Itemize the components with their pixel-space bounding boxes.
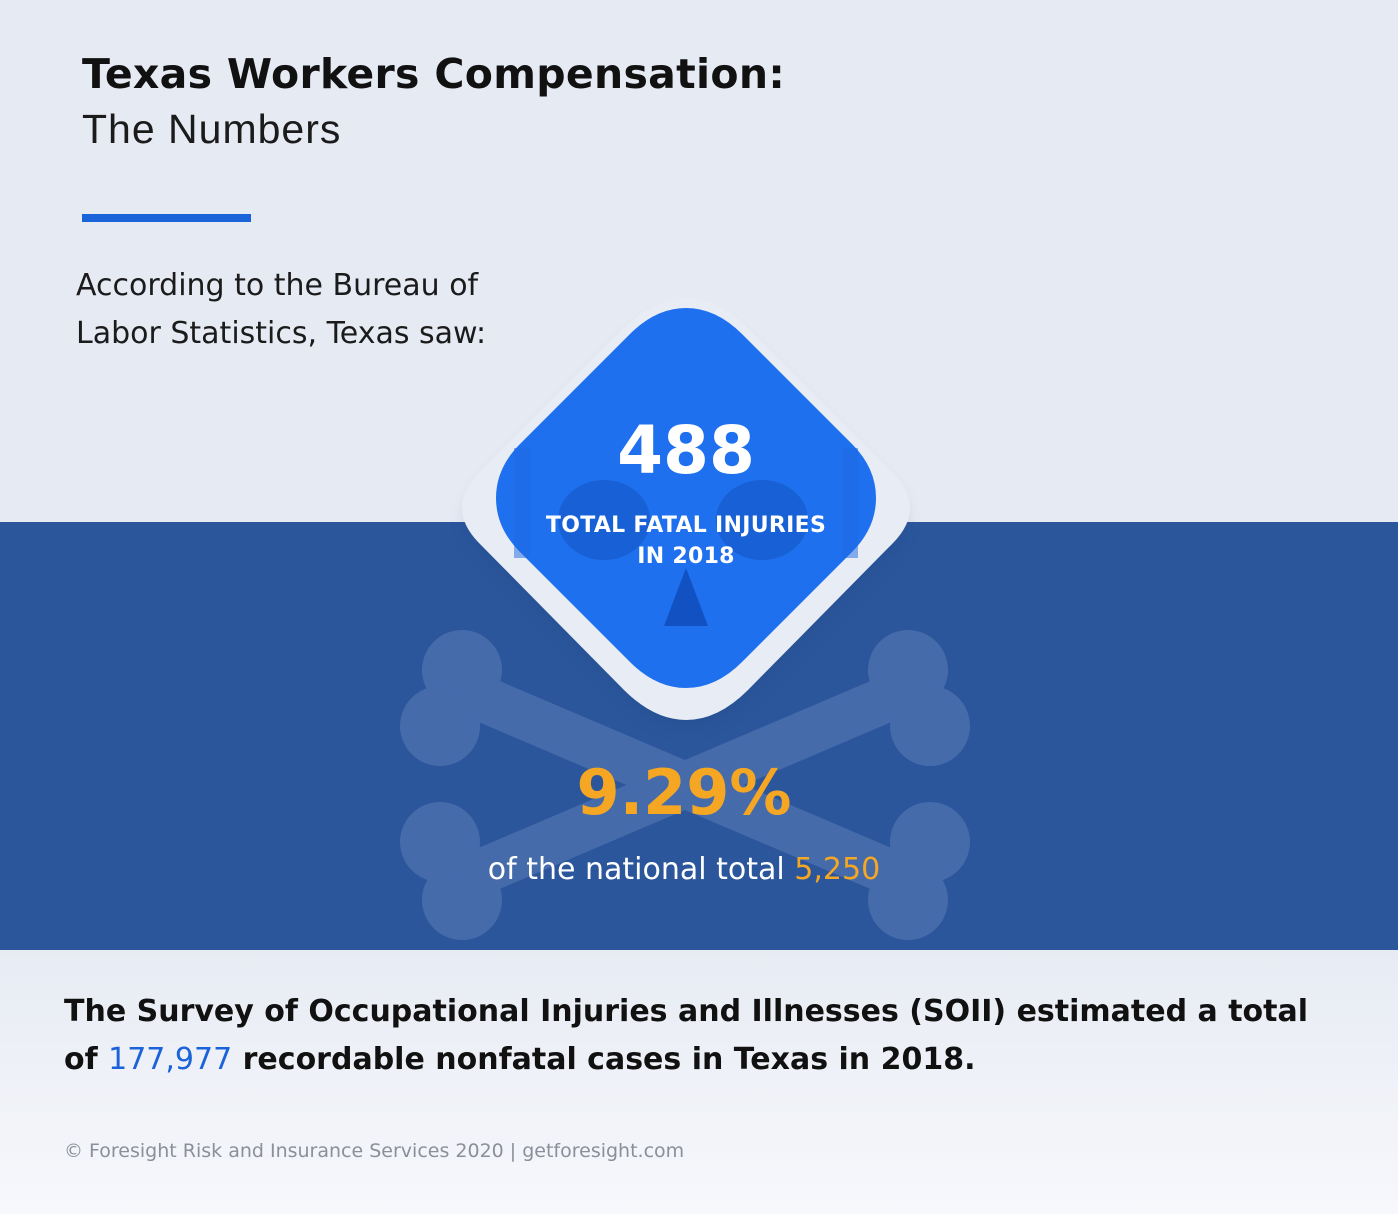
page-subtitle: The Numbers	[82, 106, 342, 152]
national-total-text: of the national total 5,250	[384, 852, 984, 887]
intro-text: According to the Bureau of Labor Statist…	[76, 268, 487, 351]
title-accent-line	[82, 214, 251, 222]
crossbones-icon	[400, 630, 970, 940]
skull-diamond-icon	[462, 298, 910, 722]
national-total-value: 5,250	[794, 852, 881, 887]
fatal-injuries-label-line1: TOTAL FATAL INJURIES	[545, 513, 827, 538]
national-percent: 9.29%	[576, 756, 792, 829]
soii-text-before: The Survey of Occupational Injuries and …	[64, 994, 1309, 1077]
fatal-injuries-label: TOTAL FATAL INJURIES IN 2018	[526, 510, 846, 572]
bottom-background	[0, 950, 1398, 1214]
national-total-prefix: of the national total	[487, 852, 785, 887]
fatal-injuries-label-line2: IN 2018	[637, 544, 735, 569]
soii-text-after: recordable nonfatal cases in Texas in 20…	[242, 1042, 976, 1077]
fatal-injuries-value: 488	[617, 412, 755, 489]
footer-copyright: © Foresight Risk and Insurance Services …	[64, 1140, 685, 1162]
soii-statement: The Survey of Occupational Injuries and …	[64, 988, 1314, 1084]
page-title: Texas Workers Compensation:	[82, 50, 786, 98]
soii-nonfatal-count: 177,977	[108, 1042, 233, 1077]
